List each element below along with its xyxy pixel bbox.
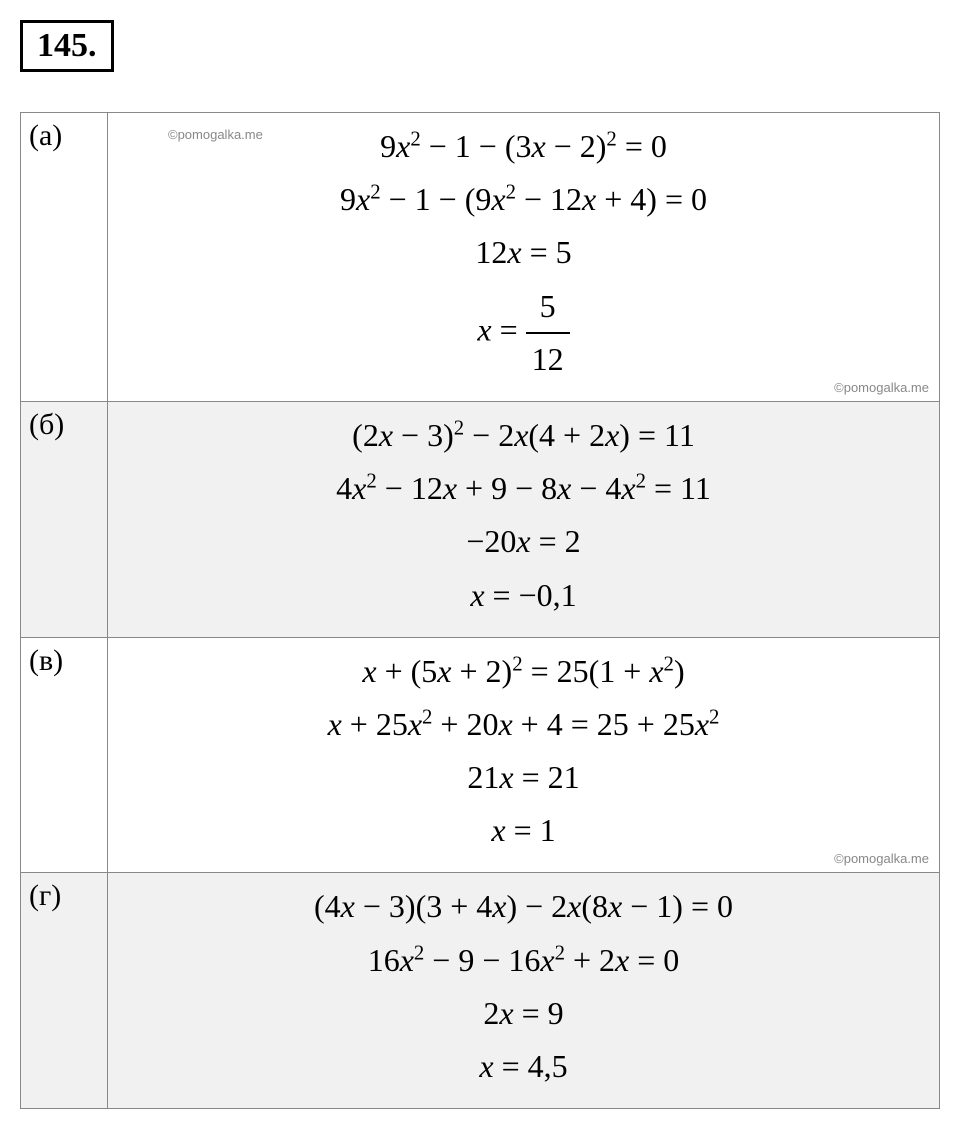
equation: −20x = 2 [116, 516, 931, 567]
part-work: (2x − 3)2 − 2x(4 + 2x) = 11 4x2 − 12x + … [108, 401, 940, 637]
equation: (2x − 3)2 − 2x(4 + 2x) = 11 [116, 410, 931, 461]
equation: x = 4,5 [116, 1041, 931, 1092]
solution-table: (а) ©pomogalka.me 9x2 − 1 − (3x − 2)2 = … [20, 112, 940, 1109]
equation: x = 1 [116, 805, 931, 856]
table-row: (г) (4x − 3)(3 + 4x) − 2x(8x − 1) = 0 16… [21, 873, 940, 1109]
equation: 21x = 21 [116, 752, 931, 803]
equation: 2x = 9 [116, 988, 931, 1039]
part-label: (а) [21, 113, 108, 402]
equation: 16x2 − 9 − 16x2 + 2x = 0 [116, 935, 931, 986]
equation: 12x = 5 [116, 227, 931, 278]
watermark: ©pomogalka.me [834, 380, 929, 395]
part-work: ©pomogalka.me 9x2 − 1 − (3x − 2)2 = 0 9x… [108, 113, 940, 402]
watermark: ©pomogalka.me [168, 127, 263, 142]
equation: x + 25x2 + 20x + 4 = 25 + 25x2 [116, 699, 931, 750]
part-label: (в) [21, 637, 108, 873]
table-row: (б) (2x − 3)2 − 2x(4 + 2x) = 11 4x2 − 12… [21, 401, 940, 637]
part-work: (4x − 3)(3 + 4x) − 2x(8x − 1) = 0 16x2 −… [108, 873, 940, 1109]
watermark: ©pomogalka.me [834, 851, 929, 866]
table-row: (в) x + (5x + 2)2 = 25(1 + x2) x + 25x2 … [21, 637, 940, 873]
equation: (4x − 3)(3 + 4x) − 2x(8x − 1) = 0 [116, 881, 931, 932]
part-label: (г) [21, 873, 108, 1109]
equation: x + (5x + 2)2 = 25(1 + x2) [116, 646, 931, 697]
equation: 4x2 − 12x + 9 − 8x − 4x2 = 11 [116, 463, 931, 514]
part-work: x + (5x + 2)2 = 25(1 + x2) x + 25x2 + 20… [108, 637, 940, 873]
part-label: (б) [21, 401, 108, 637]
equation: x = 512 [116, 281, 931, 385]
table-row: (а) ©pomogalka.me 9x2 − 1 − (3x − 2)2 = … [21, 113, 940, 402]
problem-number: 145. [20, 20, 114, 72]
equation: x = −0,1 [116, 570, 931, 621]
equation: 9x2 − 1 − (9x2 − 12x + 4) = 0 [116, 174, 931, 225]
